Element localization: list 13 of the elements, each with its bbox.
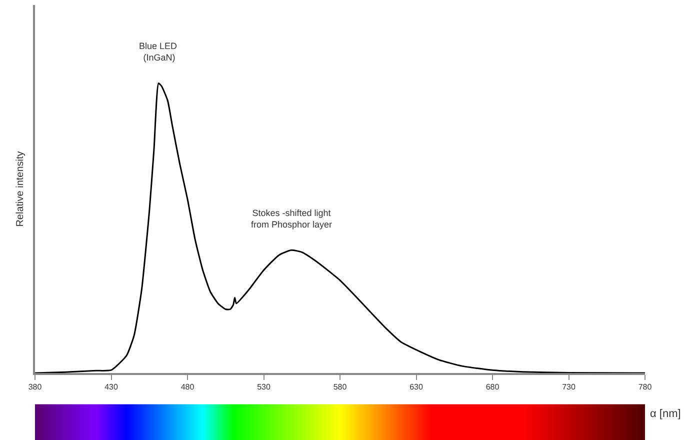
x-tick-label: 430 <box>104 382 118 392</box>
x-tick-label: 480 <box>180 382 195 392</box>
y-axis-title: Relative intensity <box>14 151 26 227</box>
x-axis-title: α [nm] <box>650 408 681 420</box>
annotation: Blue LED (InGaN) <box>139 41 178 63</box>
x-tick-label: 780 <box>638 382 652 392</box>
x-tick-label: 630 <box>410 382 424 392</box>
x-tick-label: 730 <box>562 382 576 392</box>
x-tick-label: 680 <box>486 382 500 392</box>
x-tick-label: 530 <box>257 382 271 392</box>
x-tick-label: 380 <box>28 382 42 392</box>
x-tick-label: 580 <box>333 382 348 392</box>
annotation: Stokes -shifted light from Phosphor layer <box>251 208 332 230</box>
